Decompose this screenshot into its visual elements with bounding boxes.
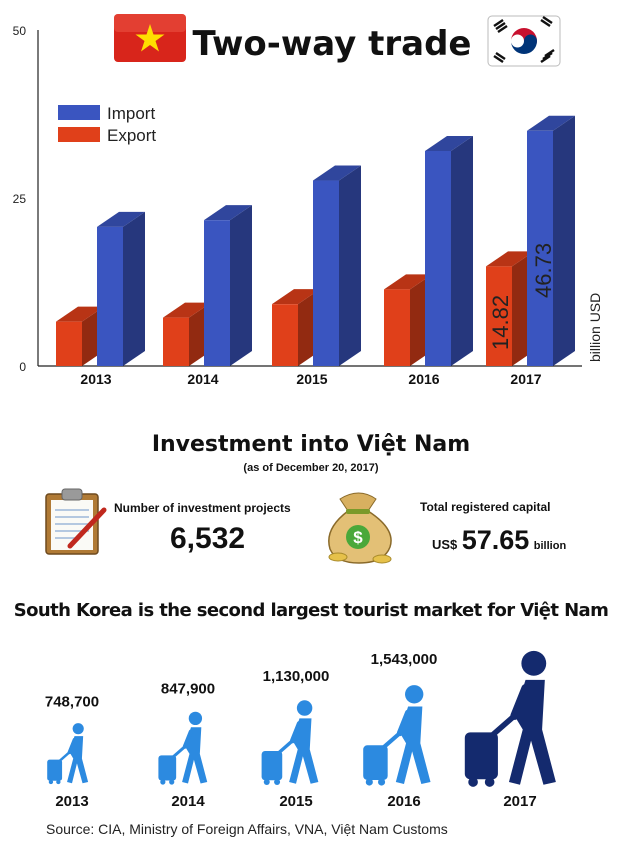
tourism-figures: 748,700 2013 847,900 2014 1,130,000 2015 1,543…: [45, 650, 556, 810]
bar-import-2016: [425, 135, 473, 366]
tourist-count: 748,700: [45, 693, 99, 710]
data-label-import-2017: 46.73: [531, 243, 556, 298]
legend-swatch-export: [58, 127, 100, 142]
investment-title: Investment into Việt Nam: [151, 432, 471, 457]
x-tick-label: 2014: [187, 371, 218, 387]
x-tick-label: 2015: [296, 371, 327, 387]
investment-subtitle: (as of December 20, 2017): [243, 462, 379, 474]
traveler-icon: [158, 711, 208, 785]
capital-prefix: US$: [432, 537, 458, 552]
source-note: Source: CIA, Ministry of Foreign Affairs…: [46, 821, 448, 837]
bar-export-2015: [272, 289, 320, 366]
bar-import-2015: [313, 165, 361, 366]
legend-swatch-import: [58, 105, 100, 120]
projects-label: Number of investment projects: [114, 501, 291, 515]
svg-text:$: $: [353, 528, 363, 547]
legend-label-import: Import: [107, 104, 155, 123]
bar-export-2013: [56, 306, 104, 366]
bar-import-2013: [97, 211, 145, 366]
capital-value: 57.65: [461, 525, 530, 555]
tourist-year: 2017: [503, 793, 536, 810]
traveler-icon: [261, 700, 319, 786]
capital-label: Total registered capital: [420, 500, 551, 514]
tourist-year: 2016: [387, 793, 420, 810]
capital-block: US$ 57.65 billion: [432, 525, 566, 556]
x-tick-label: 2016: [408, 371, 439, 387]
vietnam-flag-icon: [114, 14, 186, 62]
y-axis-label: billion USD: [587, 293, 603, 362]
tourist-year: 2013: [55, 793, 88, 810]
traveler-icon: [47, 723, 89, 785]
clipboard-icon: [45, 488, 107, 555]
legend-label-export: Export: [107, 126, 156, 145]
capital-unit: billion: [533, 540, 567, 552]
x-tick-label: 2013: [80, 371, 111, 387]
tourist-year: 2014: [171, 793, 205, 810]
legend: Import Export: [58, 104, 156, 145]
tourist-year: 2015: [279, 793, 312, 810]
x-tick-label: 2017: [510, 371, 541, 387]
bar-export-2016: [384, 274, 432, 366]
tourism-headline: South Korea is the second largest touris…: [13, 600, 609, 621]
trade-chart: 0 25 50 2013 2014 2015 2016 2017 Import Export…: [13, 14, 603, 387]
tourist-count: 1,543,000: [371, 651, 438, 668]
y-tick-label: 25: [13, 192, 27, 206]
bar-import-2017: [527, 115, 575, 366]
traveler-icon: [464, 650, 556, 787]
money-bag-icon: $: [328, 492, 392, 564]
tourist-count: 1,130,000: [263, 668, 330, 685]
bar-export-2014: [163, 302, 211, 366]
projects-value: 6,532: [170, 522, 246, 555]
traveler-icon: [363, 685, 431, 786]
bar-import-2014: [204, 205, 252, 366]
chart-title: Two-way trade: [192, 24, 471, 64]
data-label-export-2017: 14.82: [488, 295, 513, 350]
y-tick-label: 0: [19, 360, 26, 374]
y-tick-label: 50: [13, 24, 27, 38]
tourist-count: 847,900: [161, 681, 215, 698]
korea-flag-icon: [487, 15, 561, 67]
